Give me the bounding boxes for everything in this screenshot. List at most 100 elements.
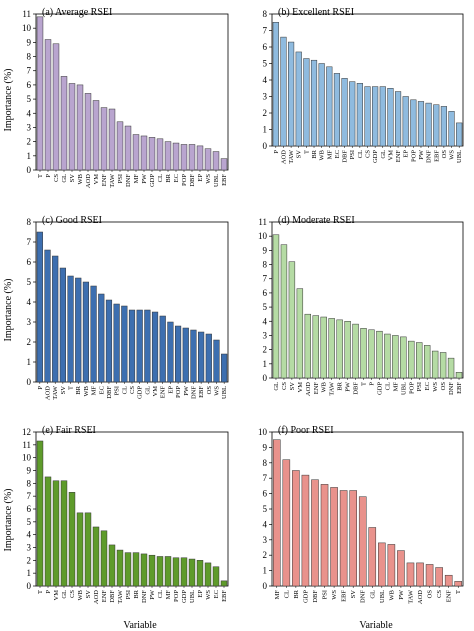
bar [400,336,407,379]
y-tick-label: 8 [263,260,268,270]
chart-title: (d) Moderate RSEI [278,215,355,226]
y-tick-label: 5 [263,302,268,312]
x-tick-label: EBF [456,382,463,394]
x-tick-label: GDP [302,590,309,603]
bar [204,148,212,171]
bar [364,86,371,147]
y-tick-label: 6 [263,288,268,298]
y-tick-label: 1 [27,568,32,578]
y-tick-label: 2 [263,108,268,118]
x-tick-label: CS [53,174,60,182]
bar [296,288,304,379]
x-tick-label: OS [206,386,213,395]
bar [182,327,189,383]
x-tick-label: PSI [416,382,423,391]
bar [60,76,68,171]
x-tick-label: T [303,150,310,154]
x-tick-label: WS [331,590,338,600]
y-tick-label: 4 [27,108,32,118]
bar [180,557,188,587]
x-tick-label: PSI [125,590,132,599]
bar [272,439,281,587]
y-tick-label: 5 [263,59,268,69]
x-tick-label: POP [173,590,180,602]
x-tick-label: VM [53,590,60,601]
x-tick-label: UBL [213,174,220,187]
x-tick-label: VM [387,150,394,161]
bar [435,567,443,587]
x-tick-label: T [361,382,368,386]
x-axis-label: Variable [123,620,157,631]
bar [220,158,228,171]
y-tick-label: 6 [27,257,32,267]
x-axis-label: Variable [359,620,393,631]
chart-panel: 0 1 2 3 4 5 6 7 8 P AOD TAW SV T BR WB MF EC DBF PSI CL CS GDP… [27,215,229,400]
bar [188,558,196,587]
x-tick-label: CS [281,382,288,390]
x-tick-label: OS [427,590,434,599]
bar [108,544,116,587]
x-tick-label: EP [197,174,204,182]
bar [431,350,439,379]
x-tick-label: DBF [353,382,360,395]
y-tick-label: 7 [27,491,32,501]
bar [339,490,348,587]
bar [84,93,92,171]
bar [113,303,120,383]
x-tick-label: MF [133,174,140,184]
bar [44,476,52,587]
bar [320,316,327,379]
x-tick-label: GDP [149,174,156,187]
x-tick-label: BR [165,173,172,182]
bar [288,41,295,147]
bar [98,293,105,383]
bar [425,564,434,587]
x-tick-label: DNF [448,382,455,395]
x-tick-label: SV [85,590,92,599]
x-tick-label: PW [398,589,405,600]
x-tick-label: WS [432,382,439,392]
x-tick-label: DBF [106,386,113,399]
plot-frame [271,431,464,587]
x-tick-label: AOD [93,590,100,604]
x-tick-label: OS [441,150,448,159]
y-tick-label: 8 [27,478,32,488]
bar [213,339,220,383]
chart-title: (a) Average RSEI [42,7,112,18]
y-tick-label: 5 [27,517,32,527]
x-tick-label: WB [77,173,84,184]
bar [416,562,424,587]
y-tick-label: 7 [27,237,32,247]
x-tick-label: SV [69,174,76,183]
bar [423,345,431,379]
x-tick-label: SV [350,590,357,599]
y-tick-label: 4 [27,297,32,307]
x-tick-label: DNF [190,386,197,399]
x-tick-label: MF [165,590,172,600]
bar [220,580,228,587]
bar [124,125,132,171]
x-tick-label: T [37,174,44,178]
bar [92,526,100,587]
bar [378,542,386,587]
bar [310,59,318,147]
x-tick-label: PW [149,589,156,600]
x-tick-label: OS [440,382,447,391]
bar [156,556,164,587]
bar [376,330,383,379]
chart-title: (e) Fair RSEI [42,425,96,436]
x-tick-label: BR [293,589,300,598]
bar [368,527,377,587]
y-tick-label: 2 [263,550,268,560]
x-tick-label: PSI [114,386,121,395]
bar [282,459,291,587]
x-tick-label: P [273,150,280,154]
y-tick-label: 1 [27,357,32,367]
y-tick-label: 2 [27,555,32,565]
x-tick-label: UBL [189,590,196,603]
bar [164,141,172,171]
y-tick-label: 11 [22,440,31,450]
y-tick-label: 4 [263,519,268,529]
x-tick-label: BR [311,149,318,158]
bar [156,138,164,171]
